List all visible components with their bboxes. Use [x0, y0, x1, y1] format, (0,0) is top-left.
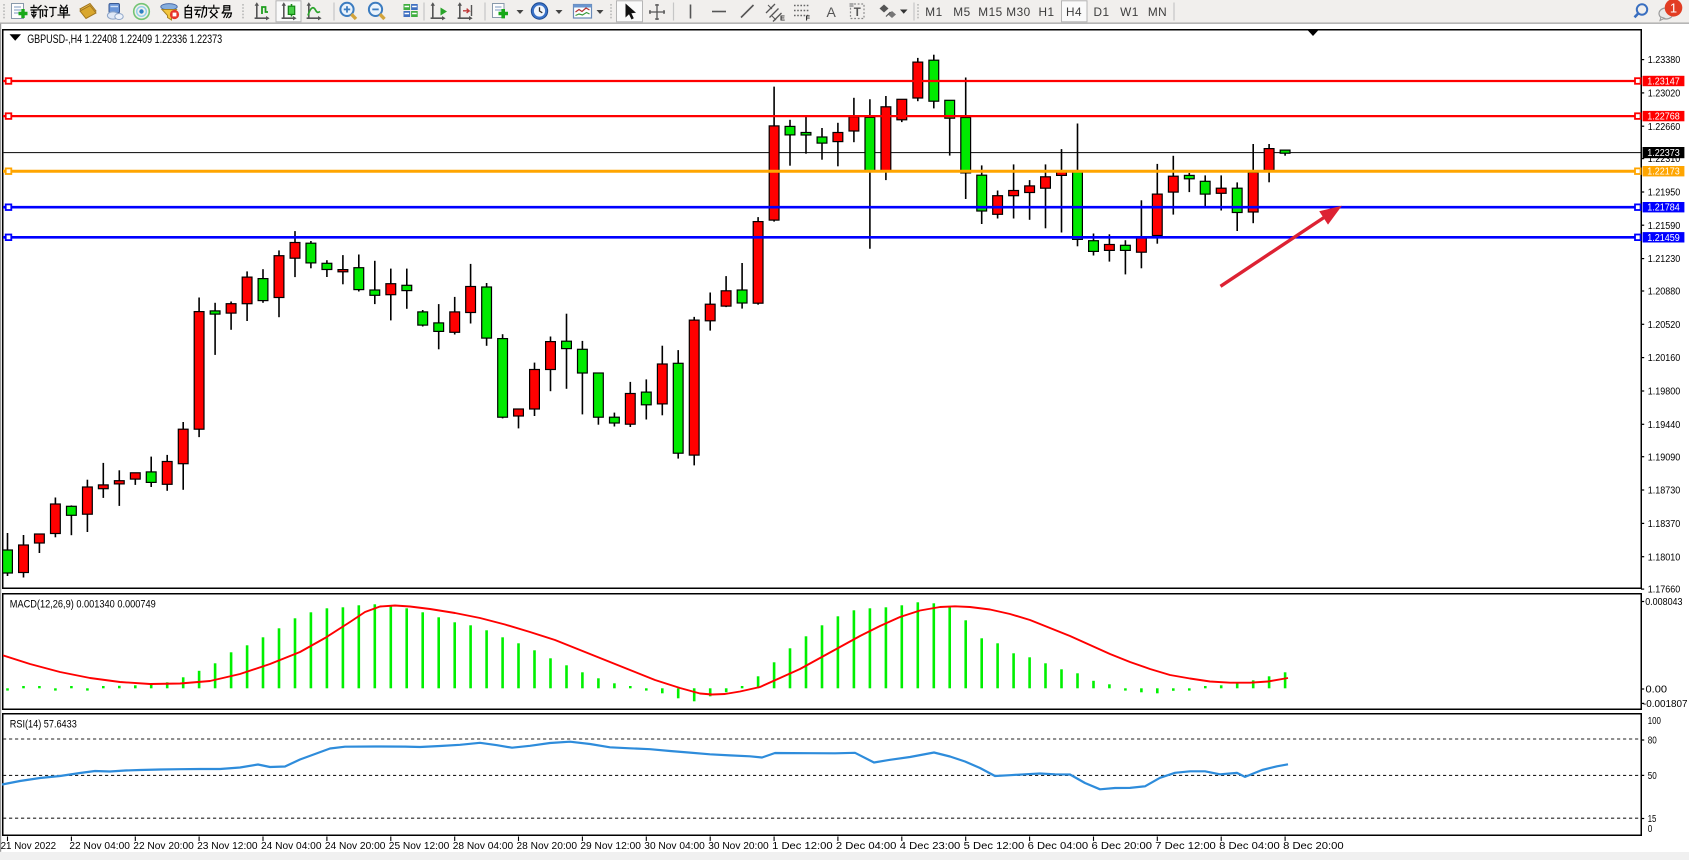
- svg-text:1.18730: 1.18730: [1648, 486, 1681, 497]
- svg-text:T: T: [854, 7, 861, 19]
- svg-text:8 Dec 04:00: 8 Dec 04:00: [1219, 841, 1280, 852]
- svg-text:2 Dec 04:00: 2 Dec 04:00: [836, 841, 897, 852]
- svg-text:1.19090: 1.19090: [1648, 452, 1681, 463]
- svg-text:5 Dec 12:00: 5 Dec 12:00: [964, 841, 1025, 852]
- svg-text:0: 0: [1648, 824, 1653, 835]
- svg-text:28 Nov 20:00: 28 Nov 20:00: [517, 841, 578, 852]
- svg-text:6 Dec 04:00: 6 Dec 04:00: [1028, 841, 1089, 852]
- svg-text:6 Dec 20:00: 6 Dec 20:00: [1092, 841, 1153, 852]
- svg-text:M5: M5: [953, 5, 970, 19]
- svg-text:1.17660: 1.17660: [1648, 585, 1681, 596]
- svg-text:1.21590: 1.21590: [1648, 221, 1681, 232]
- svg-text:7 Dec 12:00: 7 Dec 12:00: [1155, 841, 1216, 852]
- svg-text:1 Dec 12:00: 1 Dec 12:00: [772, 841, 833, 852]
- svg-text:28 Nov 04:00: 28 Nov 04:00: [453, 841, 514, 852]
- svg-text:8 Dec 20:00: 8 Dec 20:00: [1283, 841, 1344, 852]
- svg-text:M15: M15: [978, 5, 1002, 19]
- svg-text:A: A: [827, 4, 837, 20]
- svg-text:RSI(14) 57.6433: RSI(14) 57.6433: [10, 718, 77, 730]
- svg-text:1.21784: 1.21784: [1647, 203, 1680, 214]
- svg-text:100: 100: [1648, 716, 1662, 727]
- svg-text:30 Nov 20:00: 30 Nov 20:00: [708, 841, 769, 852]
- svg-text:1.22660: 1.22660: [1648, 122, 1681, 133]
- svg-text:0.00: 0.00: [1646, 685, 1668, 696]
- svg-text:0.008043: 0.008043: [1645, 597, 1683, 608]
- svg-text:1.21950: 1.21950: [1648, 188, 1681, 199]
- svg-text:24 Nov 04:00: 24 Nov 04:00: [261, 841, 322, 852]
- svg-text:1.19440: 1.19440: [1648, 420, 1681, 431]
- svg-text:29 Nov 12:00: 29 Nov 12:00: [580, 841, 641, 852]
- svg-text:1.21459: 1.21459: [1647, 233, 1680, 244]
- svg-text:1.22768: 1.22768: [1647, 112, 1680, 123]
- svg-text:1.20160: 1.20160: [1648, 353, 1681, 364]
- svg-text:21 Nov 2022: 21 Nov 2022: [1, 841, 57, 852]
- svg-text:30 Nov 04:00: 30 Nov 04:00: [644, 841, 705, 852]
- svg-text:GBPUSD-,H4 1.22408 1.22409 1.: GBPUSD-,H4 1.22408 1.22409 1.22336 1.223…: [27, 32, 222, 46]
- svg-text:1.20520: 1.20520: [1648, 320, 1681, 331]
- svg-text:22 Nov 04:00: 22 Nov 04:00: [69, 841, 130, 852]
- svg-text:1.22373: 1.22373: [1647, 148, 1680, 159]
- svg-text:MN: MN: [1148, 5, 1167, 19]
- svg-text:80: 80: [1648, 736, 1657, 747]
- svg-text:1.20880: 1.20880: [1648, 287, 1681, 298]
- svg-text:15: 15: [1648, 814, 1657, 825]
- svg-text:24 Nov 20:00: 24 Nov 20:00: [325, 841, 386, 852]
- svg-text:E: E: [780, 14, 785, 23]
- svg-text:W1: W1: [1120, 5, 1139, 19]
- svg-text:M1: M1: [925, 5, 942, 19]
- svg-text:D1: D1: [1093, 5, 1109, 19]
- svg-text:1.22310: 1.22310: [1648, 154, 1681, 165]
- svg-text:F: F: [806, 14, 811, 23]
- svg-text:M30: M30: [1006, 5, 1030, 19]
- svg-text:1.18370: 1.18370: [1648, 519, 1681, 530]
- svg-text:50: 50: [1648, 771, 1657, 782]
- svg-text:1: 1: [1670, 0, 1677, 15]
- svg-text:1.22173: 1.22173: [1647, 167, 1680, 178]
- svg-text:1.21230: 1.21230: [1648, 254, 1681, 265]
- svg-text:H4: H4: [1066, 5, 1082, 19]
- svg-text:23 Nov 12:00: 23 Nov 12:00: [197, 841, 258, 852]
- svg-text:25 Nov 12:00: 25 Nov 12:00: [389, 841, 450, 852]
- svg-text:1.23020: 1.23020: [1648, 89, 1681, 100]
- svg-text:MACD(12,26,9) 0.001340 0.00074: MACD(12,26,9) 0.001340 0.000749: [10, 598, 156, 610]
- svg-text:-0.001807: -0.001807: [1643, 699, 1688, 710]
- svg-text:1.19800: 1.19800: [1648, 387, 1681, 398]
- svg-text:1.23147: 1.23147: [1647, 77, 1680, 88]
- svg-text:H1: H1: [1038, 5, 1054, 19]
- svg-text:4 Dec 23:00: 4 Dec 23:00: [900, 841, 961, 852]
- svg-text:1.18010: 1.18010: [1648, 552, 1681, 563]
- svg-text:22 Nov 20:00: 22 Nov 20:00: [133, 841, 194, 852]
- svg-text:1.23380: 1.23380: [1648, 55, 1681, 66]
